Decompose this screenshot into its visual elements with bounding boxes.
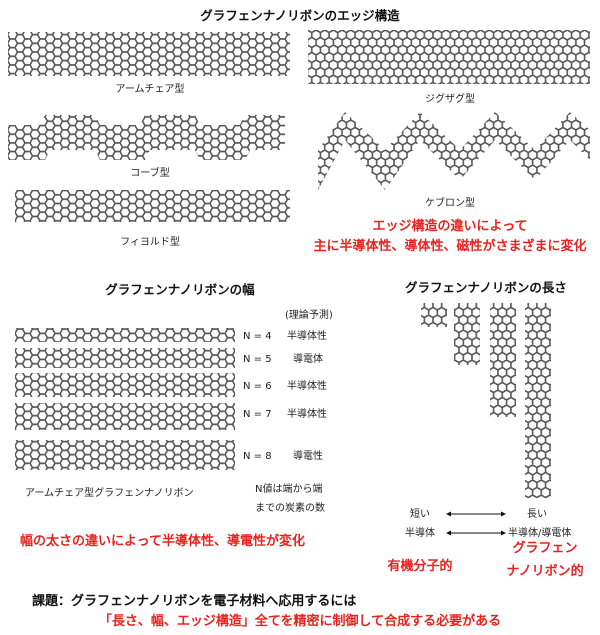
longest-ribbon: [525, 303, 551, 498]
ribbon-n6: [15, 373, 235, 397]
long-label: 長い: [527, 508, 547, 520]
left-property: 半導体: [405, 526, 435, 539]
n-value: N = 4: [243, 331, 272, 342]
armchair-caption: アームチェア型グラフェンナノリボン: [25, 486, 194, 499]
task-line2: 「長さ、幅、エッジ構造」全てを精密に制御して合成する必要がある: [99, 613, 501, 629]
n-value: N = 8: [243, 451, 272, 462]
n-value: N = 6: [243, 381, 272, 392]
ribbon-n8: [15, 440, 235, 470]
longer-ribbon: [490, 303, 516, 417]
cove-label: コーブ型: [130, 166, 169, 179]
short-ribbon: [421, 303, 447, 327]
double-arrow-icon: [446, 511, 506, 536]
width-title: グラフェンナノリボンの幅: [105, 282, 255, 297]
n-value: N = 5: [243, 354, 272, 365]
n-property: 半導体性: [287, 407, 327, 420]
ribbon-n5: [15, 348, 235, 368]
zigzag-label: ジグザグ型: [425, 92, 475, 105]
edge-note-line1: エッジ構造の違いによって: [373, 218, 528, 234]
gnr-note-line2: ナノリボン的: [506, 563, 583, 579]
n-property: 半導体性: [287, 329, 327, 342]
n-property: 導電性: [293, 449, 323, 462]
chevron-ribbon: [318, 112, 590, 190]
ribbon-n7: [15, 403, 235, 430]
ribbon-n4: [15, 328, 235, 342]
n-note-line2: までの炭素の数: [255, 501, 325, 514]
short-label: 短い: [410, 507, 430, 520]
n-note-line1: N値は端から端: [255, 482, 322, 495]
right-property: 半導体/導電体: [508, 526, 571, 539]
gnr-note-line1: グラフェン: [512, 540, 577, 556]
chevron-label: ケブロン型: [425, 196, 475, 209]
main-title: グラフェンナノリボンのエッジ構造: [200, 8, 400, 23]
length-title: グラフェンナノリボンの長さ: [405, 280, 567, 295]
width-note: 幅の太さの違いによって半導体性、導電性が変化: [20, 533, 305, 549]
organic-molecule-note: 有機分子的: [387, 558, 452, 574]
zigzag-ribbon: [308, 30, 590, 84]
fjord-ribbon: [15, 190, 290, 222]
n-property: 導電体: [293, 352, 323, 365]
task-line1: 課題：グラフェンナノリボンを電子材料へ応用するには: [32, 593, 356, 609]
fjord-label: フィヨルド型: [120, 235, 180, 248]
n-property: 半導体性: [287, 379, 327, 392]
armchair-label: アームチェア型: [115, 82, 184, 95]
cove-ribbon: [8, 115, 285, 160]
medium-ribbon: [454, 303, 480, 365]
armchair-ribbon: [8, 32, 290, 76]
edge-note-line2: 主に半導体性、導体性、磁性がさまざまに変化: [313, 238, 586, 254]
n-value: N = 7: [243, 409, 272, 420]
prediction-header: (理論予測): [285, 308, 333, 321]
